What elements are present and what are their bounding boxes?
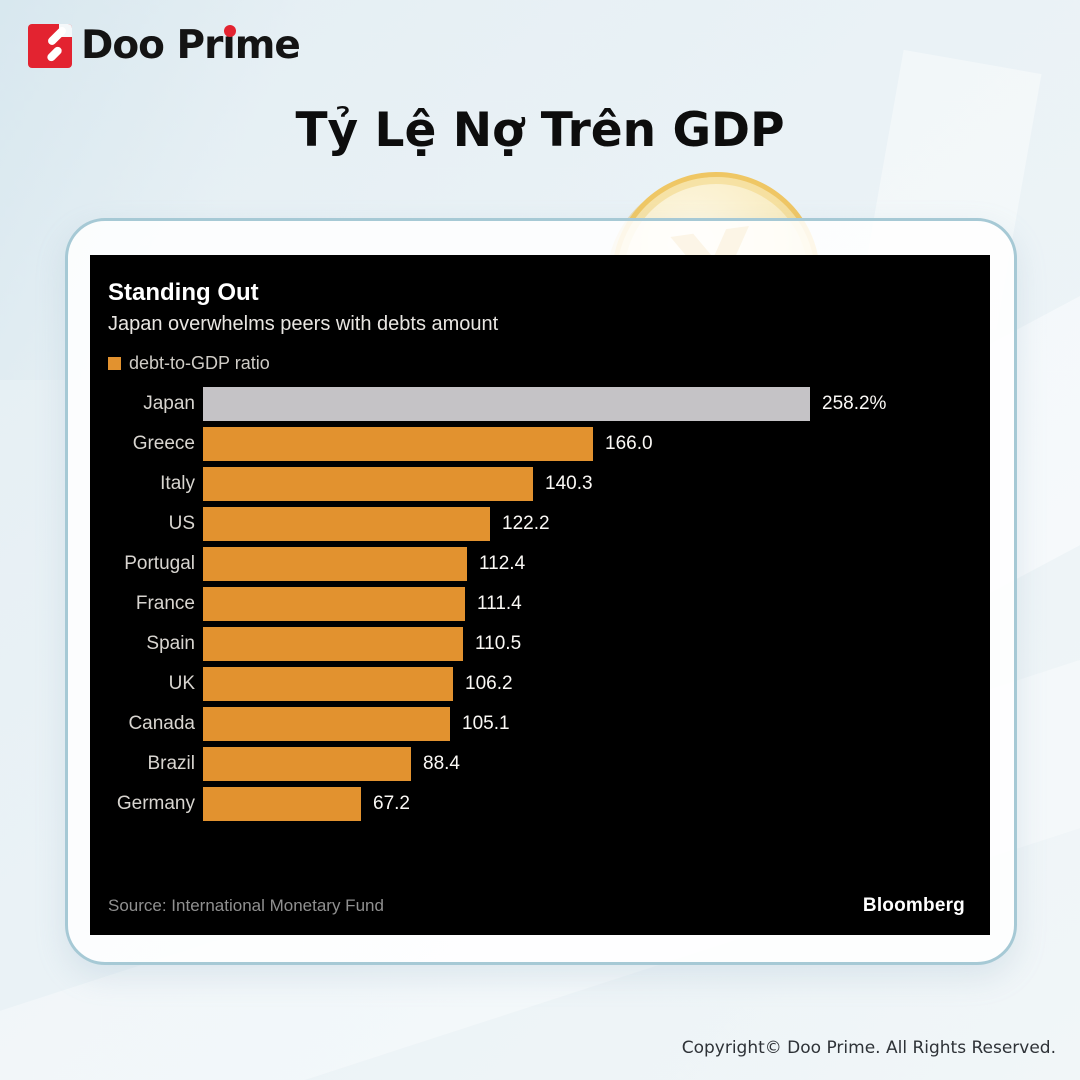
bar	[203, 507, 490, 541]
bar-row: Greece 166.0	[108, 427, 962, 461]
chart-title: Standing Out	[108, 279, 259, 306]
bar-category-label: US	[168, 513, 195, 534]
doo-prime-logo-icon	[28, 24, 72, 68]
bar-row: Japan 258.2%	[108, 387, 962, 421]
legend-label: debt-to-GDP ratio	[129, 353, 270, 373]
bar-value-label: 166.0	[605, 433, 653, 454]
bar-value-label: 122.2	[502, 513, 550, 534]
chart-footer: Source: International Monetary Fund Bloo…	[108, 895, 965, 917]
page-title: Tỷ Lệ Nợ Trên GDP	[295, 103, 785, 158]
bar-value-label: 111.4	[477, 593, 522, 614]
bar-row: Spain 110.5	[108, 627, 962, 661]
doo-prime-logo: Doo Prime	[28, 23, 301, 68]
bar	[203, 587, 465, 621]
bar-row: Brazil 88.4	[108, 747, 962, 781]
bar-category-label: Italy	[160, 473, 195, 494]
bar-value-label: 67.2	[373, 793, 410, 814]
bar	[203, 627, 463, 661]
chart-legend: debt-to-GDP ratio	[108, 353, 270, 374]
bar-value-label: 106.2	[465, 673, 513, 694]
brand-name: Doo Prime	[81, 23, 301, 68]
bar-value-label: 110.5	[475, 633, 522, 654]
bar-category-label: Canada	[128, 713, 195, 734]
bar-row: Germany 67.2	[108, 787, 962, 821]
bar	[203, 387, 810, 421]
bar	[203, 707, 450, 741]
bar-value-label: 105.1	[462, 713, 510, 734]
chart-card: Standing Out Japan overwhelms peers with…	[65, 218, 1017, 965]
bar-row: Portugal 112.4	[108, 547, 962, 581]
bar-value-label: 88.4	[423, 753, 460, 774]
bar-value-label: 258.2%	[822, 393, 887, 414]
bar-category-label: Brazil	[147, 753, 195, 774]
bar-chart: Japan 258.2% Greece 166.0 Italy 140.3 US 122.2 P…	[108, 387, 962, 827]
bar	[203, 747, 411, 781]
chart-subtitle: Japan overwhelms peers with debts amount	[108, 313, 499, 335]
bar	[203, 787, 361, 821]
bar-row: Canada 105.1	[108, 707, 962, 741]
bar-row: France 111.4	[108, 587, 962, 621]
bar-value-label: 112.4	[479, 553, 526, 574]
bar-row: Italy 140.3	[108, 467, 962, 501]
bar-row: UK 106.2	[108, 667, 962, 701]
bar-category-label: France	[135, 593, 195, 614]
bar	[203, 427, 593, 461]
bar-category-label: Spain	[146, 633, 195, 654]
bar-category-label: UK	[168, 673, 195, 694]
bloomberg-logo: Bloomberg	[862, 895, 965, 916]
bar	[203, 547, 467, 581]
bar-category-label: Germany	[116, 793, 195, 814]
chart-source: Source: International Monetary Fund	[108, 896, 384, 915]
bar	[203, 667, 453, 701]
bar-category-label: Japan	[143, 393, 195, 414]
bar-category-label: Greece	[132, 433, 195, 454]
bar-value-label: 140.3	[545, 473, 593, 494]
bar-row: US 122.2	[108, 507, 962, 541]
logo-i-dot	[224, 25, 236, 37]
bar	[203, 467, 533, 501]
bloomberg-chart-panel: Standing Out Japan overwhelms peers with…	[90, 255, 990, 935]
logo-slash-icon	[45, 45, 64, 63]
bar-category-label: Portugal	[124, 553, 195, 574]
copyright-text: Copyright© Doo Prime. All Rights Reserve…	[681, 1038, 1056, 1058]
legend-swatch-icon	[108, 357, 121, 370]
